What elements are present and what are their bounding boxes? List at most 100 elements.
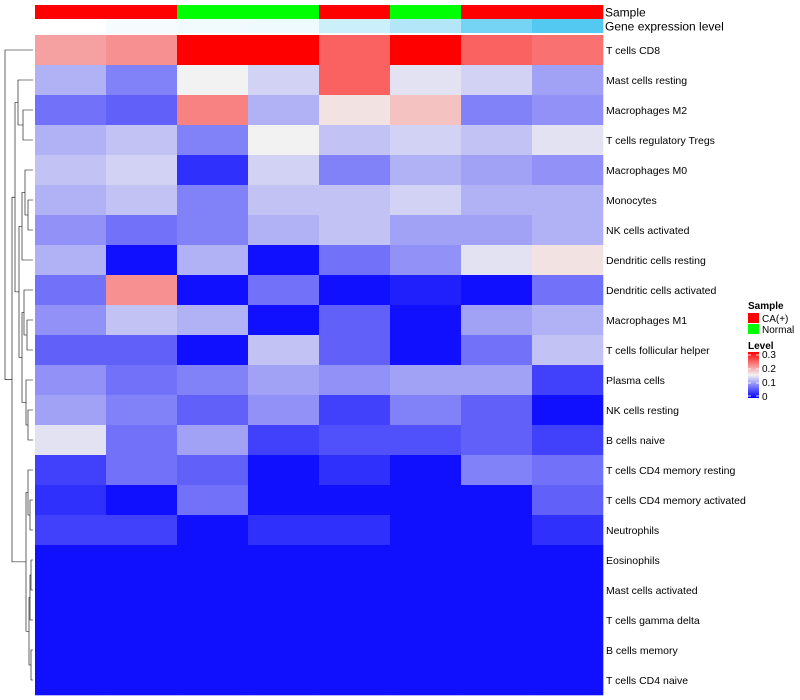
row-label: NK cells activated xyxy=(606,225,690,237)
gene-level-track-cell xyxy=(35,19,107,33)
annotation-tracks xyxy=(35,5,604,33)
heatmap-cell xyxy=(248,425,320,456)
heatmap-cell xyxy=(390,575,462,606)
heatmap-cell xyxy=(35,605,107,636)
dendrogram-branch xyxy=(14,102,19,293)
heatmap-cell xyxy=(319,425,391,456)
dendrogram-branch xyxy=(29,499,33,531)
heatmap-cell xyxy=(248,605,320,636)
legend-swatch-ca xyxy=(748,313,759,323)
heatmap-cell xyxy=(461,215,533,246)
dendrogram-branch xyxy=(25,492,29,632)
heatmap-cell xyxy=(177,155,249,186)
row-label: NK cells resting xyxy=(606,405,679,417)
heatmap-cell xyxy=(35,35,107,66)
heatmap-cell xyxy=(319,575,391,606)
heatmap-cell xyxy=(35,95,107,126)
heatmap-cell xyxy=(248,215,320,246)
heatmap-cell xyxy=(319,665,391,696)
legend-label-normal: Normal xyxy=(762,325,794,336)
heatmap-cell xyxy=(532,605,604,636)
heatmap-cell xyxy=(106,455,178,486)
heatmap-cell xyxy=(390,65,462,96)
dendrogram-branch xyxy=(27,469,33,516)
heatmap-cell xyxy=(532,335,604,366)
heatmap-cell xyxy=(319,515,391,546)
heatmap-cell xyxy=(532,95,604,126)
heatmap-cell xyxy=(177,335,249,366)
heatmap-cell xyxy=(177,485,249,516)
row-label: Macrophages M2 xyxy=(606,105,687,117)
heatmap-cell xyxy=(35,485,107,516)
dendrogram-branch xyxy=(22,109,33,141)
heatmap-cell xyxy=(106,155,178,186)
heatmap-cell xyxy=(461,635,533,666)
heatmap-cell xyxy=(177,125,249,156)
heatmap-cells xyxy=(35,35,604,696)
heatmap-cell xyxy=(461,425,533,456)
heatmap-cell xyxy=(177,515,249,546)
row-label: T cells regulatory Tregs xyxy=(606,135,715,147)
heatmap-cell xyxy=(390,155,462,186)
heatmap-cell xyxy=(461,245,533,276)
heatmap-cell xyxy=(319,305,391,336)
heatmap-cell xyxy=(35,245,107,276)
heatmap-cell xyxy=(319,125,391,156)
dendrogram-branch xyxy=(26,319,33,351)
heatmap-cell xyxy=(106,665,178,696)
heatmap-cell xyxy=(248,545,320,576)
heatmap-cell xyxy=(248,65,320,96)
heatmap-cell xyxy=(532,545,604,576)
heatmap-cell xyxy=(461,275,533,306)
heatmap-cell xyxy=(106,95,178,126)
heatmap-cell xyxy=(390,185,462,216)
heatmap-cell xyxy=(248,455,320,486)
heatmap-cell xyxy=(248,665,320,696)
heatmap-cell xyxy=(390,245,462,276)
dendrogram-branch xyxy=(21,192,33,261)
heatmap-cell xyxy=(106,575,178,606)
heatmap-cell xyxy=(177,95,249,126)
heatmap-cell xyxy=(177,665,249,696)
heatmap-cell xyxy=(461,305,533,336)
heatmap-cell xyxy=(319,455,391,486)
dendrogram-branch xyxy=(24,169,33,216)
heatmap-cell xyxy=(461,125,533,156)
legend-label-ca: CA(+) xyxy=(762,314,788,325)
heatmap-cell xyxy=(532,125,604,156)
heatmap-cell xyxy=(106,275,178,306)
row-label: B cells naive xyxy=(606,435,665,447)
heatmap-cell xyxy=(319,485,391,516)
heatmap-cell xyxy=(106,425,178,456)
dendrogram-branch xyxy=(29,574,33,621)
heatmap-cell xyxy=(532,215,604,246)
heatmap-cell xyxy=(106,635,178,666)
track-label-gene-expression: Gene expression level xyxy=(605,20,724,34)
heatmap-cell xyxy=(248,635,320,666)
heatmap-cell xyxy=(461,365,533,396)
legend-swatch-normal xyxy=(748,324,759,334)
heatmap-cell xyxy=(390,35,462,66)
heatmap-cell xyxy=(106,605,178,636)
heatmap-cell xyxy=(390,425,462,456)
heatmap-cell xyxy=(106,215,178,246)
heatmap-cell xyxy=(106,65,178,96)
heatmap-cell xyxy=(35,65,107,96)
heatmap-cell xyxy=(532,425,604,456)
heatmap-cell xyxy=(248,35,320,66)
legend-tick-0-2: 0.2 xyxy=(762,364,776,375)
row-label: Mast cells activated xyxy=(606,585,698,597)
heatmap-cell xyxy=(106,35,178,66)
heatmap-cell xyxy=(248,515,320,546)
gene-level-track-cell xyxy=(248,19,320,33)
heatmap-cell xyxy=(532,35,604,66)
row-label: Neutrophils xyxy=(606,525,659,537)
heatmap-cell xyxy=(532,65,604,96)
heatmap-cell xyxy=(532,245,604,276)
dendrogram-branch xyxy=(27,199,33,231)
heatmap-cell xyxy=(461,575,533,606)
heatmap-cell xyxy=(177,215,249,246)
dendrogram-branch xyxy=(18,225,22,358)
heatmap-cell xyxy=(248,245,320,276)
